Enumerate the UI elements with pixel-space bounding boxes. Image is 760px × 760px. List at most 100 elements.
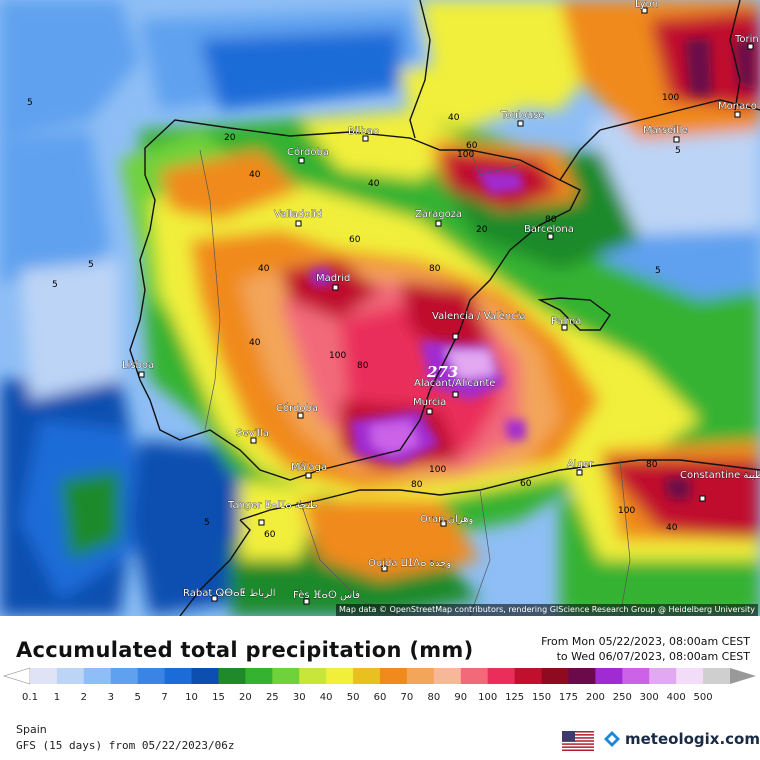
us-flag-icon[interactable] (562, 731, 594, 751)
scale-tick-label: 250 (613, 692, 632, 703)
svg-text:Valencia / València: Valencia / València (432, 310, 525, 322)
city-fes[interactable]: Fès ⴼⴰⵙ فاس (293, 589, 361, 605)
scale-tick-label: 150 (532, 692, 551, 703)
svg-text:100: 100 (329, 351, 346, 361)
svg-text:Marseille: Marseille (643, 125, 688, 136)
city-murcia[interactable]: Murcia (413, 397, 447, 415)
brand-name: meteologix.com (625, 730, 760, 748)
svg-text:5: 5 (52, 280, 58, 290)
city-valladolid[interactable]: Valladolid (274, 209, 323, 227)
svg-text:80: 80 (429, 264, 441, 274)
svg-text:Oran وهران: Oran وهران (420, 514, 474, 525)
city-valencia[interactable]: Valencia / València (432, 310, 526, 340)
svg-text:Monaco: Monaco (718, 101, 757, 112)
meteologix-icon (604, 731, 620, 747)
legend-footer: Accumulated total precipitation (mm) Fro… (0, 616, 760, 760)
scale-swatch (460, 668, 489, 684)
precip-peaks (310, 38, 755, 500)
svg-text:40: 40 (258, 264, 270, 274)
scale-swatch (703, 668, 731, 684)
scale-tick-label: 50 (347, 692, 360, 703)
color-scale: 0.1 1 2 3 5 7 10 15 20 25 30 40 50 60 70 80 90 100 125 150 1… (2, 667, 756, 703)
svg-text:Sevilla: Sevilla (236, 428, 269, 439)
svg-text:Valladolid: Valladolid (274, 209, 322, 220)
city-alger[interactable]: Alger (567, 459, 594, 476)
model-run-label: GFS (15 days) from 05/22/2023/06z (16, 739, 235, 752)
svg-text:5: 5 (204, 518, 210, 528)
scale-swatch (299, 668, 327, 684)
city-zaragoza[interactable]: Zaragoza (415, 209, 462, 227)
city-tanger[interactable]: Tanger ⵟⴰⵏⵊⴰ طنجة (227, 500, 318, 526)
scale-tick-label: 400 (667, 692, 686, 703)
forecast-period: From Mon 05/22/2023, 08:00am CEST to Wed… (541, 634, 750, 664)
scale-tick-label: 500 (694, 692, 713, 703)
precipitation-map[interactable]: Lyon Torin Monaco Marseille Toulouse Bil… (0, 0, 760, 616)
scale-swatch (218, 668, 246, 684)
scale-swatch (30, 668, 58, 684)
scale-swatch (353, 668, 381, 684)
scale-arrow-low (2, 667, 31, 685)
city-constantine[interactable]: Constantine قسنطينة (680, 470, 760, 502)
city-torin[interactable]: Torin (734, 34, 759, 50)
svg-text:Lyon: Lyon (635, 0, 658, 10)
city-madrid[interactable]: Madrid (316, 273, 351, 291)
svg-text:60: 60 (349, 235, 361, 245)
scale-tick-label: 100 (478, 692, 497, 703)
scale-swatch (649, 668, 677, 684)
city-oujda[interactable]: Oujda ⵡⵊⴷⴰ وجدة (368, 558, 452, 572)
svg-text:Tanger ⵟⴰⵏⵊⴰ طنجة: Tanger ⵟⴰⵏⵊⴰ طنجة (227, 500, 318, 511)
scale-tick-label: 80 (427, 692, 440, 703)
svg-text:40: 40 (249, 170, 261, 180)
scale-tick-label: 0.1 (22, 692, 38, 703)
map-attribution[interactable]: Map data © OpenStreetMap contributors, r… (336, 604, 758, 616)
meteologix-logo[interactable]: meteologix.com (603, 730, 760, 748)
scale-tick-label: 300 (640, 692, 659, 703)
svg-text:Alacant/Alicante: Alacant/Alicante (414, 378, 495, 389)
scale-tick-label: 200 (586, 692, 605, 703)
svg-text:80: 80 (357, 361, 369, 371)
svg-text:5: 5 (27, 98, 33, 108)
svg-text:100: 100 (618, 506, 635, 516)
svg-text:80: 80 (545, 215, 557, 225)
city-alicante[interactable]: Alacant/Alicante (414, 378, 496, 398)
scale-swatch (514, 668, 543, 684)
svg-text:20: 20 (224, 133, 236, 143)
city-toulouse[interactable]: Toulouse (500, 110, 545, 127)
scale-tick-label: 30 (293, 692, 306, 703)
svg-text:5: 5 (655, 266, 661, 276)
city-lyon[interactable]: Lyon (635, 0, 658, 14)
scale-tick-label: 10 (185, 692, 198, 703)
city-sevilla[interactable]: Sevilla (236, 428, 269, 444)
svg-text:40: 40 (448, 113, 460, 123)
city-coruna[interactable]: Córdoba (287, 146, 329, 164)
svg-text:60: 60 (264, 530, 276, 540)
scale-swatch (83, 668, 112, 684)
city-barcelona[interactable]: Barcelona (524, 224, 574, 240)
svg-text:Málaga: Málaga (291, 461, 327, 473)
city-markers: Lyon Torin Monaco Marseille Toulouse Bil… (122, 0, 760, 605)
city-marseille[interactable]: Marseille (643, 125, 688, 143)
svg-text:Córdoba: Córdoba (276, 402, 318, 414)
svg-text:Toulouse: Toulouse (500, 110, 544, 121)
scale-tick-label: 3 (108, 692, 114, 703)
city-palma[interactable]: Palma (551, 316, 582, 331)
city-oran[interactable]: Oran وهران (420, 514, 474, 527)
city-cordoba[interactable]: Córdoba (276, 402, 318, 419)
svg-text:Murcia: Murcia (413, 397, 446, 408)
scale-tick-label: 25 (266, 692, 279, 703)
svg-text:Madrid: Madrid (316, 273, 350, 284)
city-bilbao[interactable]: Bilbao (348, 126, 379, 142)
city-monaco[interactable]: Monaco (718, 101, 757, 118)
scale-tick-label: 125 (505, 692, 524, 703)
city-rabat[interactable]: Rabat ⵕⴱⴰⵟ الرباط (183, 588, 276, 602)
svg-text:Rabat ⵕⴱⴰⵟ الرباط: Rabat ⵕⴱⴰⵟ الرباط (183, 588, 275, 599)
svg-text:Alger: Alger (567, 459, 594, 470)
legend-title: Accumulated total precipitation (mm) (16, 638, 474, 662)
scale-tick-label: 175 (559, 692, 578, 703)
scale-swatch (245, 668, 273, 684)
city-malaga[interactable]: Málaga (291, 461, 327, 479)
city-lisboa[interactable]: Lisboa (122, 360, 154, 378)
coastlines (129, 0, 760, 616)
scale-swatch (272, 668, 300, 684)
